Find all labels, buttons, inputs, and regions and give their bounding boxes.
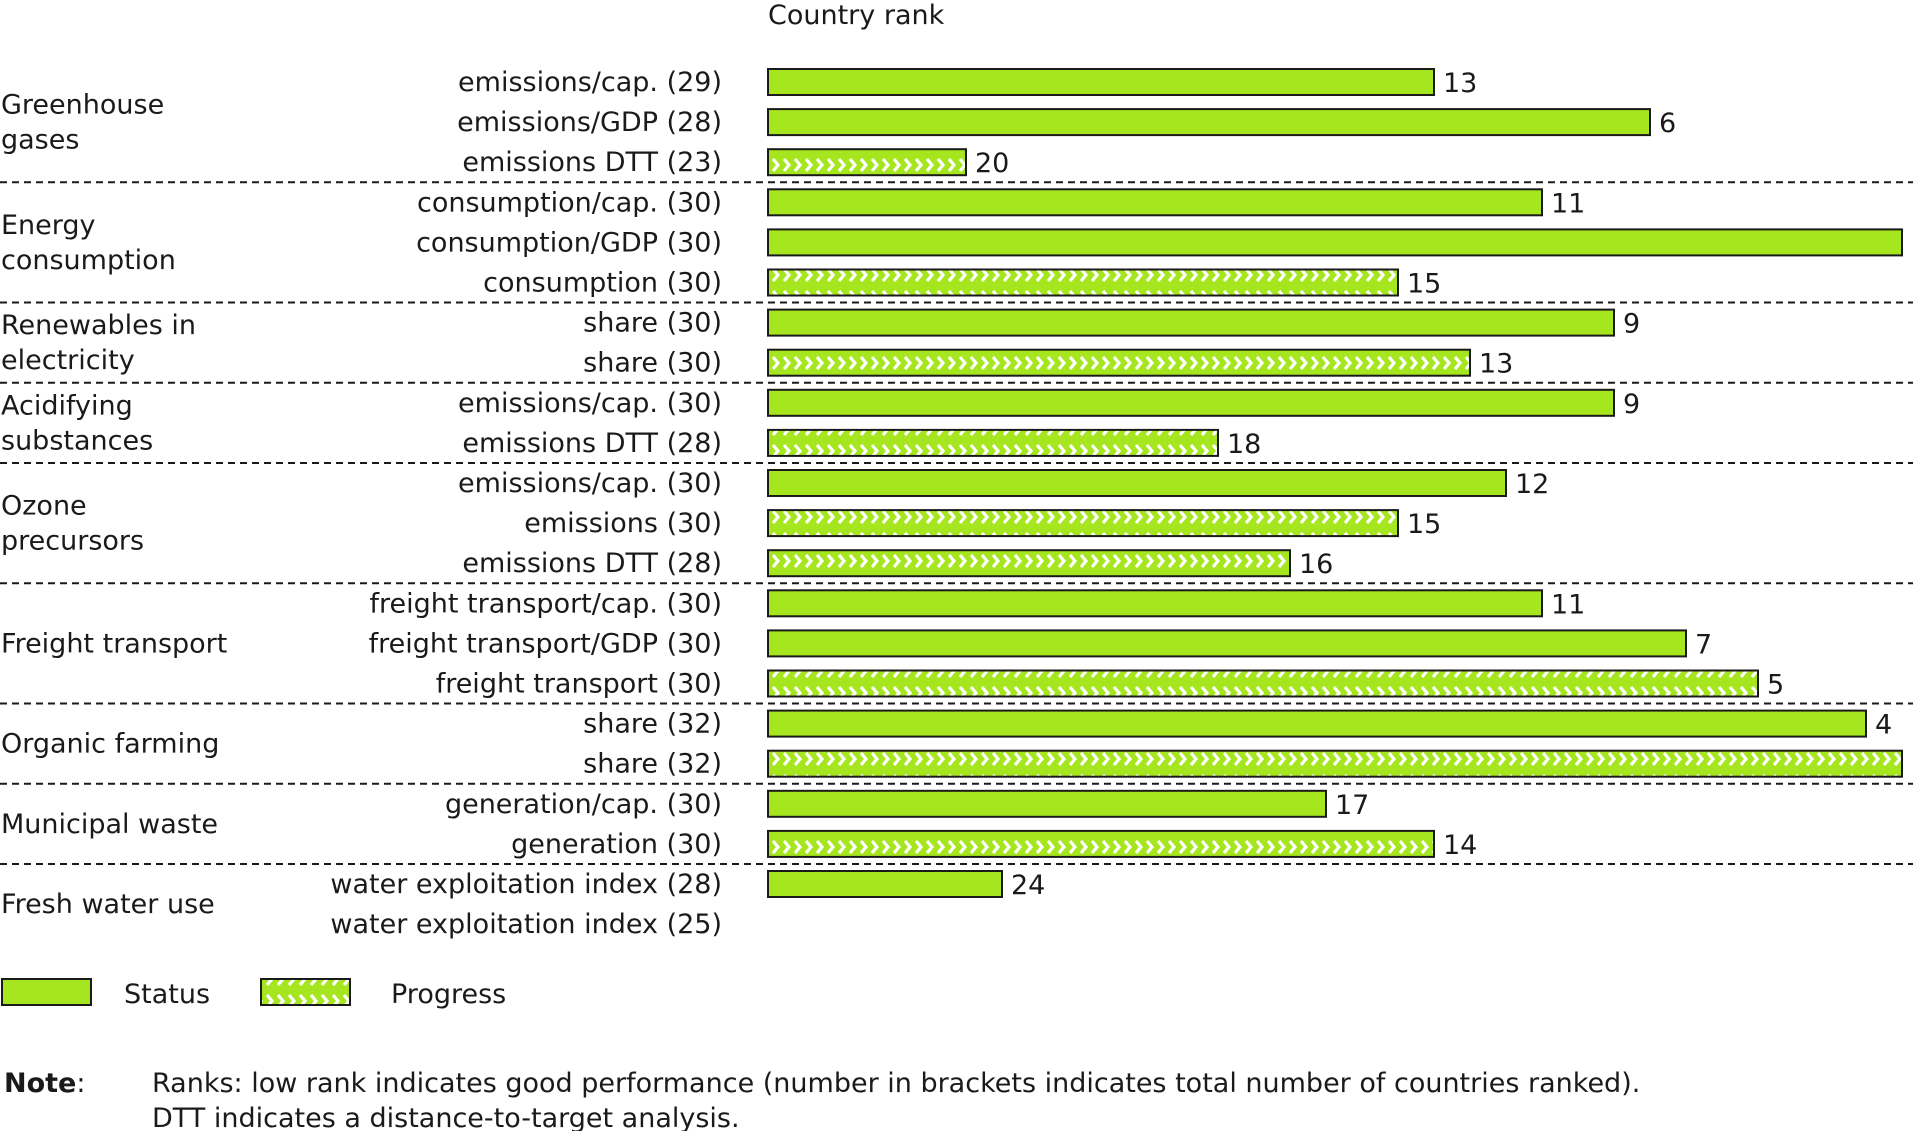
group-label-greenhouse-gases: Greenhouse gases bbox=[1, 90, 164, 156]
progress-bar bbox=[767, 829, 1435, 858]
group-label-organic-farming: Organic farming bbox=[1, 729, 219, 760]
rank-value-label: 11 bbox=[1551, 188, 1585, 219]
row-label: share (30) bbox=[583, 348, 722, 379]
status-bar bbox=[767, 629, 1687, 658]
legend-progress-label: Progress bbox=[391, 979, 506, 1010]
status-bar bbox=[767, 388, 1615, 417]
progress-bar bbox=[767, 428, 1219, 457]
group-label-fresh-water-use: Fresh water use bbox=[1, 889, 215, 920]
row-label: consumption/cap. (30) bbox=[417, 187, 722, 218]
progress-bar bbox=[767, 268, 1399, 297]
status-bar bbox=[767, 188, 1543, 217]
rank-value-label: 1 bbox=[1911, 228, 1913, 259]
row-label: consumption/GDP (30) bbox=[416, 227, 722, 258]
rank-value-label: 15 bbox=[1407, 509, 1441, 540]
group-label-ozone-precursors: Ozone precursors bbox=[1, 491, 144, 557]
rank-value-label: 9 bbox=[1623, 389, 1640, 420]
rank-value-label: 24 bbox=[1011, 870, 1045, 901]
rank-value-label: 13 bbox=[1443, 68, 1477, 99]
row-label: generation/cap. (30) bbox=[445, 789, 722, 820]
row-label: share (32) bbox=[583, 709, 722, 740]
group-label-energy-consumption: Energy consumption bbox=[1, 210, 176, 276]
rank-value-label: 18 bbox=[1227, 429, 1261, 460]
rank-value-label: 9 bbox=[1623, 309, 1640, 340]
row-label: emissions DTT (23) bbox=[462, 147, 722, 178]
row-label: water exploitation index (25) bbox=[330, 909, 722, 940]
status-bar bbox=[767, 789, 1327, 818]
row-label: freight transport/GDP (30) bbox=[369, 628, 722, 659]
rank-value-label: 20 bbox=[975, 148, 1009, 179]
legend-status-label: Status bbox=[124, 979, 210, 1010]
rank-value-label: 4 bbox=[1875, 710, 1892, 741]
row-label: share (32) bbox=[583, 749, 722, 780]
note-line-1: Ranks: low rank indicates good performan… bbox=[152, 1068, 1640, 1099]
status-bar bbox=[767, 108, 1651, 137]
group-label-acidifying-substances: Acidifying substances bbox=[1, 390, 153, 456]
row-label: emissions/cap. (29) bbox=[458, 67, 722, 98]
progress-bar bbox=[767, 348, 1471, 377]
rank-value-label: 13 bbox=[1479, 349, 1513, 380]
rank-value-label: 5 bbox=[1767, 670, 1784, 701]
rank-value-label: 16 bbox=[1299, 549, 1333, 580]
rank-value-label: 11 bbox=[1551, 589, 1585, 620]
status-bar bbox=[767, 308, 1615, 337]
row-label: water exploitation index (28) bbox=[330, 869, 722, 900]
rank-value-label: 3 bbox=[1911, 750, 1913, 781]
row-label: emissions/cap. (30) bbox=[458, 388, 722, 419]
status-bar bbox=[767, 469, 1507, 497]
rank-value-label: 17 bbox=[1335, 790, 1369, 821]
row-label: emissions/cap. (30) bbox=[458, 468, 722, 499]
status-bar bbox=[767, 68, 1435, 96]
row-label: freight transport/cap. (30) bbox=[369, 588, 722, 619]
legend-status-swatch bbox=[1, 978, 92, 1006]
row-label: freight transport (30) bbox=[436, 669, 722, 700]
status-bar bbox=[767, 589, 1543, 618]
rank-value-label: 12 bbox=[1515, 469, 1549, 500]
note-label: Note bbox=[4, 1068, 76, 1099]
progress-bar bbox=[767, 148, 967, 177]
row-label: emissions DTT (28) bbox=[462, 548, 722, 579]
progress-bar bbox=[767, 509, 1399, 538]
chart-title: Country rank bbox=[768, 0, 945, 31]
legend: Status Progress bbox=[1, 978, 506, 1010]
row-label: share (30) bbox=[583, 308, 722, 339]
rank-value-label: 14 bbox=[1443, 830, 1477, 861]
note: Note: Ranks: low rank indicates good per… bbox=[4, 1068, 1640, 1131]
group-separators bbox=[0, 181, 1913, 865]
status-bar bbox=[767, 870, 1003, 898]
legend-progress-swatch bbox=[260, 978, 351, 1006]
note-line-2: DTT indicates a distance-to-target analy… bbox=[152, 1103, 740, 1131]
row-label: emissions (30) bbox=[524, 508, 722, 539]
row-label: generation (30) bbox=[511, 829, 722, 860]
row-label: emissions DTT (28) bbox=[462, 428, 722, 459]
note-label-line: Note: bbox=[4, 1068, 85, 1099]
status-bar bbox=[767, 709, 1867, 738]
row-label: emissions/GDP (28) bbox=[457, 107, 722, 138]
progress-bar bbox=[767, 549, 1291, 578]
row-label: consumption (30) bbox=[483, 268, 722, 299]
status-bar bbox=[767, 228, 1903, 257]
rank-value-label: 6 bbox=[1659, 108, 1676, 139]
group-label-municipal-waste: Municipal waste bbox=[1, 809, 218, 840]
note-colon: : bbox=[76, 1068, 85, 1099]
group-labels: Greenhouse gases Energy consumption Renewabl… bbox=[1, 90, 227, 920]
rank-value-label: 7 bbox=[1695, 629, 1712, 660]
group-label-freight-transport: Freight transport bbox=[1, 628, 227, 659]
progress-bar bbox=[767, 749, 1903, 778]
group-label-renewables-in-electricity: Renewables in electricity bbox=[1, 310, 196, 376]
rank-value-label: 15 bbox=[1407, 269, 1441, 300]
progress-bar bbox=[767, 669, 1759, 698]
